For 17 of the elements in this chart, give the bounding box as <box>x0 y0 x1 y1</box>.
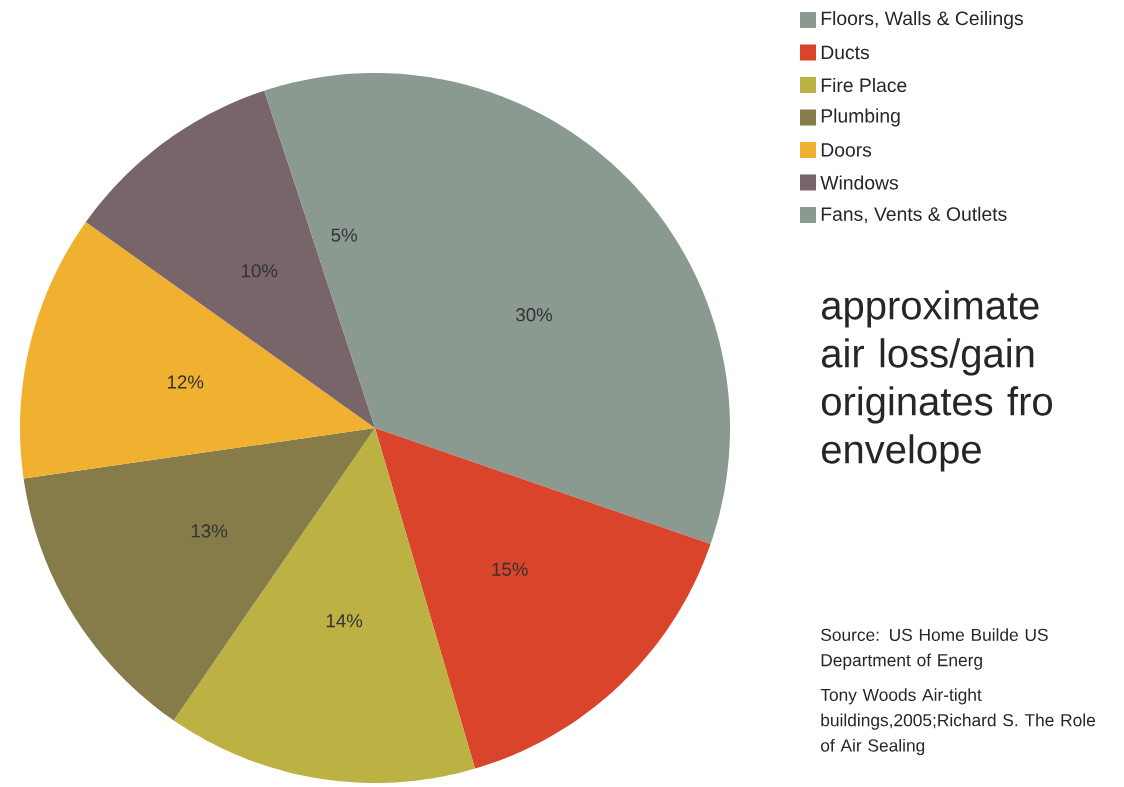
legend-label: Windows <box>820 175 898 190</box>
legend-label: Plumbing <box>821 108 900 127</box>
legend-label: Fans, Vents & Outlets <box>821 206 1007 224</box>
data-label: 12% <box>168 375 204 389</box>
data-label: 5% <box>331 228 357 242</box>
legend-label: Fire Place <box>821 77 907 93</box>
text: Tony Woods Air-tight buildings,2005;Richard S. The Role of Air Sealing <box>820 688 1095 756</box>
data-label: 13% <box>191 524 228 538</box>
data-label: 15% <box>492 562 528 576</box>
source-note: Source: US Home Builde US Department of Energ <box>821 628 1048 670</box>
text: approximate air loss/gain originates fro envelope <box>821 290 1053 472</box>
legend-label: Doors <box>821 143 872 157</box>
data-label: 14% <box>326 614 363 628</box>
data-label: 30% <box>516 308 553 322</box>
data-label: 10% <box>241 264 278 278</box>
legend-label: Floors, Walls & Ceilings <box>821 10 1023 29</box>
legend-label: Ducts <box>821 45 869 60</box>
